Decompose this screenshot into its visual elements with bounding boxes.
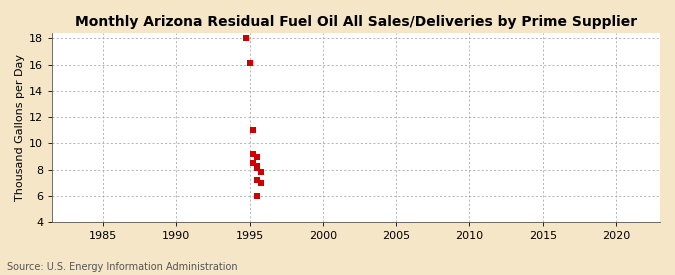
Point — [240, 36, 251, 40]
Title: Monthly Arizona Residual Fuel Oil All Sales/Deliveries by Prime Supplier: Monthly Arizona Residual Fuel Oil All Sa… — [75, 15, 637, 29]
Point — [255, 181, 266, 185]
Text: Source: U.S. Energy Information Administration: Source: U.S. Energy Information Administ… — [7, 262, 238, 272]
Point — [252, 166, 263, 171]
Point — [248, 161, 259, 165]
Point — [244, 61, 255, 65]
Point — [248, 128, 259, 133]
Point — [248, 152, 259, 156]
Point — [255, 170, 266, 175]
Y-axis label: Thousand Gallons per Day: Thousand Gallons per Day — [15, 54, 25, 201]
Point — [255, 181, 266, 185]
Point — [252, 155, 263, 159]
Point — [252, 194, 263, 198]
Point — [252, 164, 263, 168]
Point — [252, 178, 263, 183]
